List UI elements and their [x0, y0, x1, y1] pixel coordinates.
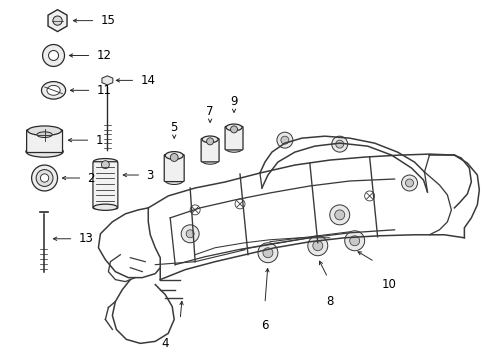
Text: 14: 14 [140, 74, 155, 87]
Ellipse shape [27, 126, 61, 135]
Text: 4: 4 [161, 337, 169, 350]
FancyBboxPatch shape [26, 130, 62, 153]
Circle shape [230, 126, 237, 133]
FancyBboxPatch shape [224, 126, 243, 150]
Ellipse shape [93, 158, 117, 165]
Circle shape [335, 140, 343, 148]
Ellipse shape [37, 132, 52, 138]
Circle shape [48, 50, 59, 60]
Text: 1: 1 [95, 134, 102, 147]
Circle shape [263, 248, 272, 258]
Circle shape [329, 205, 349, 225]
Polygon shape [102, 76, 113, 85]
Circle shape [401, 175, 417, 191]
Circle shape [258, 243, 277, 263]
Circle shape [349, 236, 359, 246]
Ellipse shape [26, 146, 63, 157]
Circle shape [170, 154, 178, 161]
Circle shape [36, 170, 53, 186]
Circle shape [312, 241, 322, 251]
Circle shape [32, 165, 58, 191]
Circle shape [53, 16, 62, 25]
Ellipse shape [225, 124, 242, 131]
Circle shape [101, 161, 109, 168]
Text: 10: 10 [381, 278, 396, 291]
Text: 15: 15 [100, 14, 115, 27]
Text: 2: 2 [87, 171, 95, 185]
Circle shape [206, 138, 213, 145]
Text: 11: 11 [96, 84, 111, 97]
Circle shape [41, 174, 49, 182]
Ellipse shape [165, 177, 183, 185]
Text: 13: 13 [78, 232, 93, 245]
FancyBboxPatch shape [164, 154, 184, 181]
Ellipse shape [202, 136, 218, 143]
Text: 5: 5 [170, 121, 178, 134]
Ellipse shape [41, 82, 65, 99]
Ellipse shape [93, 204, 117, 210]
Text: 12: 12 [96, 49, 111, 62]
Circle shape [334, 210, 344, 220]
Polygon shape [48, 10, 67, 32]
Text: 3: 3 [146, 168, 153, 181]
Ellipse shape [225, 145, 242, 152]
Ellipse shape [165, 152, 183, 159]
Text: 9: 9 [230, 95, 237, 108]
Circle shape [405, 179, 413, 187]
Circle shape [307, 236, 327, 256]
Text: 7: 7 [206, 105, 213, 118]
Circle shape [331, 136, 347, 152]
Circle shape [186, 230, 194, 238]
FancyBboxPatch shape [93, 162, 118, 209]
FancyBboxPatch shape [201, 138, 219, 162]
Circle shape [344, 231, 364, 251]
Text: 6: 6 [261, 319, 268, 332]
Circle shape [276, 132, 292, 148]
Circle shape [181, 225, 199, 243]
Ellipse shape [202, 158, 218, 164]
Circle shape [42, 45, 64, 67]
Text: 8: 8 [325, 294, 333, 307]
Circle shape [280, 136, 288, 144]
Ellipse shape [47, 85, 60, 95]
